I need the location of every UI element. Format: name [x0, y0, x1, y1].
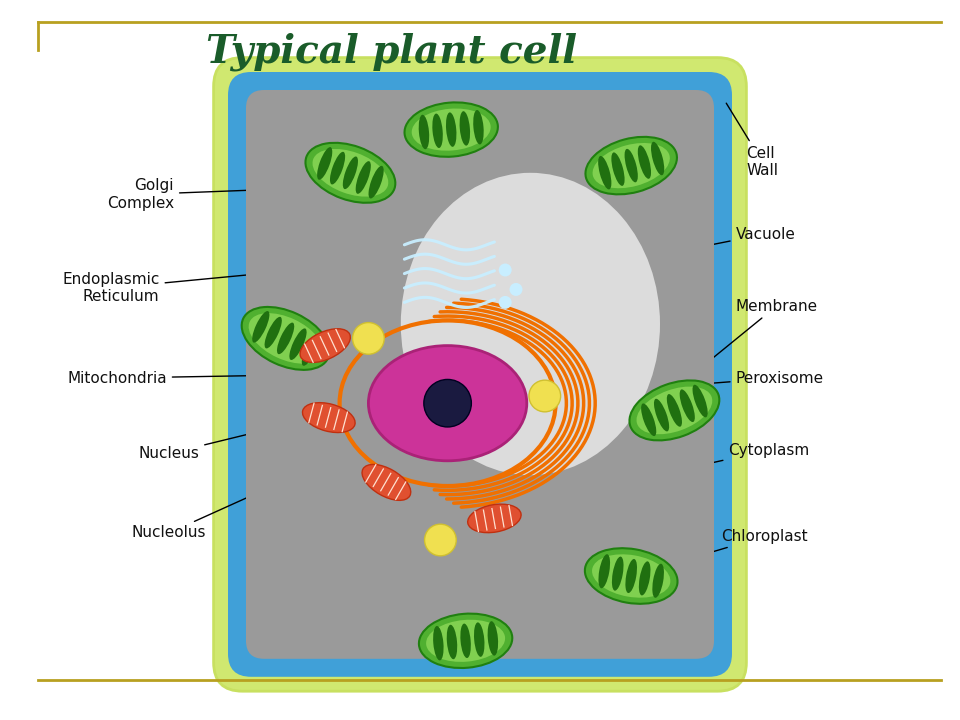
- Text: Membrane: Membrane: [712, 299, 818, 359]
- Ellipse shape: [592, 554, 670, 598]
- Text: Cell
Wall: Cell Wall: [727, 103, 779, 179]
- Ellipse shape: [680, 390, 695, 422]
- Ellipse shape: [432, 114, 443, 148]
- Ellipse shape: [330, 152, 345, 184]
- FancyBboxPatch shape: [214, 58, 746, 691]
- Ellipse shape: [419, 114, 429, 149]
- Ellipse shape: [369, 166, 384, 199]
- Ellipse shape: [651, 142, 664, 175]
- Ellipse shape: [433, 626, 444, 660]
- Ellipse shape: [692, 384, 708, 418]
- Circle shape: [424, 524, 456, 556]
- Circle shape: [499, 296, 512, 309]
- Ellipse shape: [654, 399, 669, 431]
- Ellipse shape: [265, 317, 282, 348]
- Ellipse shape: [356, 161, 371, 194]
- Ellipse shape: [638, 562, 651, 595]
- Text: Cytoplasm: Cytoplasm: [691, 443, 809, 467]
- Ellipse shape: [653, 564, 664, 598]
- Ellipse shape: [289, 328, 306, 360]
- Ellipse shape: [488, 621, 498, 656]
- Ellipse shape: [461, 624, 470, 658]
- Ellipse shape: [305, 143, 396, 203]
- Ellipse shape: [468, 504, 521, 533]
- Ellipse shape: [362, 464, 411, 500]
- Ellipse shape: [636, 387, 712, 434]
- Ellipse shape: [641, 403, 657, 436]
- Ellipse shape: [252, 311, 270, 343]
- Ellipse shape: [419, 613, 513, 668]
- Ellipse shape: [625, 149, 637, 182]
- Ellipse shape: [667, 394, 682, 427]
- Ellipse shape: [637, 145, 651, 179]
- Ellipse shape: [612, 153, 625, 186]
- Ellipse shape: [598, 156, 612, 189]
- Ellipse shape: [412, 109, 491, 150]
- Ellipse shape: [301, 334, 319, 366]
- Ellipse shape: [369, 346, 527, 461]
- Ellipse shape: [404, 102, 498, 157]
- Ellipse shape: [585, 548, 678, 604]
- Ellipse shape: [302, 402, 355, 433]
- FancyBboxPatch shape: [246, 90, 714, 659]
- Circle shape: [529, 380, 561, 412]
- Circle shape: [499, 264, 512, 276]
- Text: Peroxisome: Peroxisome: [547, 371, 824, 396]
- Text: Mitochondria: Mitochondria: [67, 371, 323, 385]
- Text: Vacuole: Vacuole: [605, 227, 796, 266]
- Ellipse shape: [277, 323, 294, 354]
- Ellipse shape: [612, 557, 624, 590]
- Ellipse shape: [630, 380, 719, 441]
- Text: Chloroplast: Chloroplast: [634, 529, 807, 575]
- Ellipse shape: [592, 143, 670, 188]
- Ellipse shape: [343, 156, 358, 189]
- Ellipse shape: [474, 622, 485, 657]
- Ellipse shape: [446, 112, 456, 147]
- Ellipse shape: [460, 111, 470, 145]
- Text: Nucleus: Nucleus: [138, 397, 401, 461]
- Ellipse shape: [317, 147, 332, 180]
- Ellipse shape: [313, 149, 388, 197]
- Ellipse shape: [598, 554, 610, 588]
- Text: Nucleolus: Nucleolus: [132, 412, 438, 540]
- Circle shape: [352, 323, 384, 354]
- Text: Golgi
Complex: Golgi Complex: [107, 179, 326, 211]
- Ellipse shape: [426, 620, 505, 662]
- Text: Typical plant cell: Typical plant cell: [206, 32, 577, 71]
- Ellipse shape: [625, 559, 637, 593]
- Ellipse shape: [300, 329, 350, 362]
- Ellipse shape: [249, 313, 323, 364]
- Ellipse shape: [401, 173, 660, 475]
- Ellipse shape: [242, 307, 329, 370]
- Ellipse shape: [446, 625, 457, 660]
- Circle shape: [424, 379, 471, 427]
- Ellipse shape: [473, 110, 484, 145]
- FancyBboxPatch shape: [228, 72, 732, 677]
- Text: Endoplasmic
Reticulum: Endoplasmic Reticulum: [62, 259, 409, 304]
- Ellipse shape: [586, 137, 677, 194]
- Circle shape: [510, 283, 522, 296]
